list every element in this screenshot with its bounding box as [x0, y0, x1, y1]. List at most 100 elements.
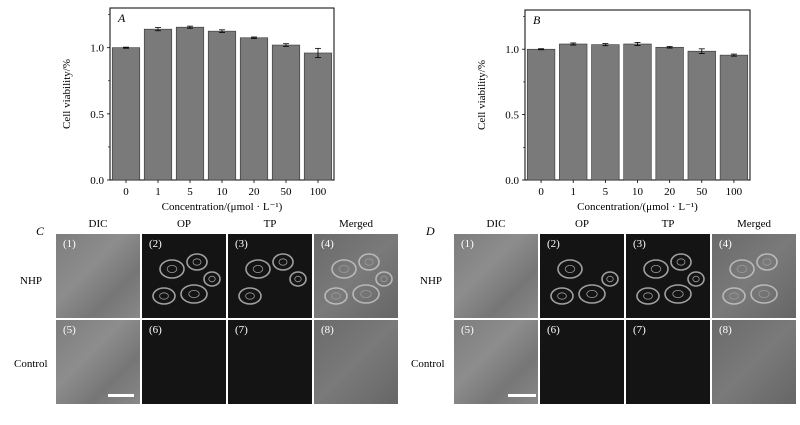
cell-nucleus — [278, 258, 288, 266]
bar — [687, 50, 716, 181]
bar — [623, 43, 652, 181]
cell-outline — [352, 284, 380, 304]
panel-label: D — [426, 224, 435, 238]
cell-nucleus — [650, 264, 662, 273]
cell-outline — [643, 259, 669, 279]
x-tick-label: 5 — [603, 186, 609, 198]
x-tick-label: 10 — [632, 186, 644, 198]
micrograph-dic-nhp: (1) — [56, 234, 140, 318]
cell-nucleus — [338, 264, 350, 273]
chart-a: Cell viability/% Concentration/(μmol · L… — [61, 7, 335, 213]
column-header-tp: TP — [661, 218, 675, 230]
cell-number: (7) — [633, 324, 646, 336]
bar — [143, 28, 173, 181]
cell-fluorescence — [722, 253, 778, 305]
x-tick-label: 20 — [249, 186, 261, 198]
cell-nucleus — [208, 275, 216, 283]
cell-number: (3) — [235, 238, 248, 250]
x-tick-label: 50 — [696, 186, 708, 198]
column-header-op: OP — [176, 218, 192, 230]
column-header-dic: DIC — [486, 218, 506, 230]
cell-fluorescence — [152, 253, 221, 305]
micrograph-merged-nhp: (4) — [712, 234, 796, 318]
bar — [559, 43, 588, 181]
cell-outline — [152, 287, 176, 305]
y-axis-label: Cell viability/% — [476, 60, 488, 130]
row-label-control: Control — [411, 358, 445, 370]
micrograph-dic-control: (5) — [56, 320, 140, 404]
cell-outline — [186, 253, 208, 271]
cell-nucleus — [692, 275, 700, 283]
micrograph-dic-nhp: (1) — [454, 234, 538, 318]
micrograph-tp-nhp: (3) — [228, 234, 312, 318]
cell-nucleus — [245, 292, 255, 300]
y-tick-label: 1.0 — [505, 44, 519, 56]
x-tick-label: 0 — [123, 186, 129, 198]
micrograph-tp-control: (7) — [626, 320, 710, 404]
cell-outline — [289, 271, 307, 287]
cell-nucleus — [159, 292, 169, 300]
x-tick-label: 20 — [664, 186, 676, 198]
x-axis-label: Concentration/(μmol · L⁻¹) — [577, 201, 698, 213]
bar — [591, 44, 620, 181]
micrograph-merged-control: (8) — [314, 320, 398, 404]
y-tick-label: 0.0 — [505, 175, 519, 187]
cell-number: (5) — [63, 324, 76, 336]
micrograph-tp-nhp: (3) — [626, 234, 710, 318]
cell-nucleus — [643, 292, 653, 300]
x-tick-label: 1 — [570, 186, 576, 198]
x-tick-label: 0 — [538, 186, 544, 198]
cell-outline — [245, 259, 271, 279]
chart-b: Cell viability/% Concentration/(μmol · L… — [476, 9, 751, 213]
cell-number: (2) — [547, 238, 560, 250]
cell-number: (4) — [719, 238, 732, 250]
cell-outline — [550, 287, 574, 305]
cell-number: (2) — [149, 238, 162, 250]
x-tick-label: 5 — [187, 186, 193, 198]
bar — [719, 54, 749, 181]
bar — [303, 52, 333, 181]
cell-nucleus — [729, 292, 739, 300]
cell-outline — [756, 253, 778, 271]
cell-outline — [687, 271, 705, 287]
cell-fluorescence — [238, 253, 307, 305]
cell-number: (1) — [461, 238, 474, 250]
cell-number: (5) — [461, 324, 474, 336]
cell-nucleus — [586, 290, 598, 299]
cell-nucleus — [762, 258, 772, 266]
column-header-op: OP — [574, 218, 590, 230]
cell-outline — [664, 284, 692, 304]
x-axis-label: Concentration/(μmol · L⁻¹) — [162, 201, 283, 213]
cell-nucleus — [364, 258, 374, 266]
y-tick-label: 1.0 — [90, 43, 104, 55]
cell-outline — [358, 253, 380, 271]
cell-number: (8) — [321, 324, 334, 336]
bar — [526, 48, 556, 181]
cell-outline — [636, 287, 660, 305]
bar — [175, 26, 205, 181]
scale-bar — [508, 394, 536, 397]
micrograph-op-control: (6) — [540, 320, 624, 404]
cell-outline — [203, 271, 221, 287]
bar — [111, 47, 141, 181]
micrograph-op-nhp: (2) — [540, 234, 624, 318]
y-axis-label: Cell viability/% — [61, 59, 73, 129]
micrograph-op-nhp: (2) — [142, 234, 226, 318]
scale-bar — [108, 394, 134, 397]
cell-nucleus — [294, 275, 302, 283]
column-header-merged: Merged — [338, 218, 373, 230]
cell-nucleus — [564, 264, 576, 273]
cell-fluorescence — [324, 253, 393, 305]
cell-outline — [324, 287, 348, 305]
x-tick-label: 1 — [155, 186, 161, 198]
cell-nucleus — [252, 264, 264, 273]
x-tick-label: 100 — [726, 186, 743, 198]
cell-number: (1) — [63, 238, 76, 250]
bar — [271, 44, 301, 181]
micrograph-op-control: (6) — [142, 320, 226, 404]
column-header-tp: TP — [263, 218, 277, 230]
x-tick-label: 50 — [281, 186, 293, 198]
cell-number: (6) — [547, 324, 560, 336]
cell-fluorescence — [550, 259, 619, 305]
panel-label: C — [36, 224, 45, 238]
